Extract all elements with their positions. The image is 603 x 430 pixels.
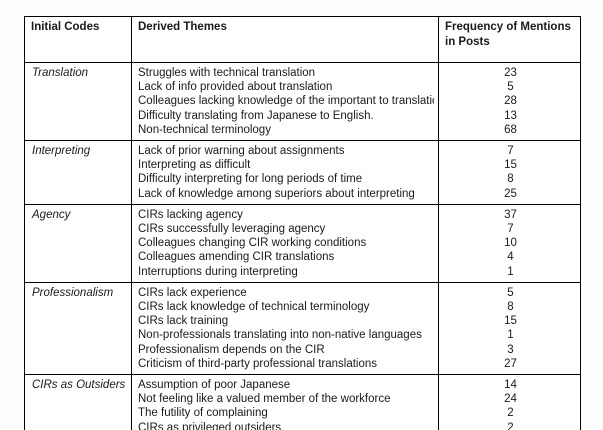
header-row: Initial Codes Derived Themes Frequency o…: [24, 16, 581, 63]
theme-line: Colleagues lacking knowledge of the impo…: [138, 95, 434, 108]
theme-line: Colleagues amending CIR translations: [138, 251, 335, 264]
themes-cell: Lack of prior warning about assignments …: [131, 140, 439, 205]
frequency-value: 1: [507, 329, 514, 342]
frequency-value: 13: [504, 109, 517, 122]
theme-line: Interruptions during interpreting: [138, 265, 298, 278]
section-row-cirs-as-outsiders: CIRs as Outsiders Assumption of poor Jap…: [24, 374, 581, 430]
frequency-value: 23: [504, 67, 517, 79]
header-derived-themes: Derived Themes: [131, 16, 439, 63]
frequency-value: 15: [504, 159, 517, 172]
theme-line: Non-technical terminology: [138, 123, 271, 136]
frequency-value: 8: [507, 173, 514, 186]
theme-line: CIRs lack experience: [138, 286, 247, 299]
section-row-interpreting: Interpreting Lack of prior warning about…: [24, 140, 581, 205]
frequency-value: 8: [507, 301, 514, 314]
section-row-translation: Translation Struggles with technical tra…: [24, 61, 581, 142]
initial-code: Translation: [24, 61, 132, 142]
theme-line: Not feeling like a valued member of the …: [138, 393, 391, 406]
frequency-value: 68: [504, 123, 517, 136]
initial-code: Professionalism: [24, 281, 132, 376]
theme-line: Assumption of poor Japanese: [138, 379, 291, 392]
frequency-value: 7: [507, 223, 514, 236]
frequency-value: 14: [504, 379, 517, 392]
theme-line: The futility of complaining: [138, 407, 268, 420]
theme-line: Criticism of third-party professional tr…: [138, 357, 378, 370]
frequency-cell: 14 24 2 2: [438, 374, 581, 430]
initial-code: CIRs as Outsiders: [24, 374, 132, 430]
section-row-agency: Agency CIRs lacking agency CIRs successf…: [24, 203, 581, 283]
frequency-value: 5: [507, 81, 514, 94]
frequency-value: 15: [504, 315, 517, 328]
theme-line: Difficulty translating from Japanese to …: [138, 109, 374, 122]
frequency-value: 7: [507, 145, 514, 158]
themes-cell: CIRs lack experience CIRs lack knowledge…: [131, 281, 439, 376]
frequency-value: 3: [507, 343, 514, 356]
frequency-value: 10: [504, 237, 517, 250]
header-initial-codes: Initial Codes: [24, 16, 132, 63]
theme-line: Interpreting as difficult: [138, 159, 251, 172]
theme-line: Difficulty interpreting for long periods…: [138, 173, 363, 186]
themes-cell: CIRs lacking agency CIRs successfully le…: [131, 203, 439, 283]
frequency-value: 4: [507, 251, 514, 264]
frequency-value: 27: [504, 357, 517, 370]
frequency-value: 28: [504, 95, 517, 108]
frequency-value: 2: [507, 407, 514, 420]
frequency-cell: 5 8 15 1 3 27: [438, 281, 581, 376]
themes-cell: Assumption of poor Japanese Not feeling …: [131, 374, 439, 430]
section-row-professionalism: Professionalism CIRs lack experience CIR…: [24, 281, 581, 376]
theme-line: Professionalism depends on the CIR: [138, 343, 325, 356]
frequency-cell: 23 5 28 13 68: [438, 61, 581, 142]
theme-line: Non-professionals translating into non-n…: [138, 329, 422, 342]
theme-line: CIRs lack training: [138, 315, 229, 328]
theme-line: CIRs lack knowledge of technical termino…: [138, 301, 370, 314]
frequency-value: 25: [504, 187, 517, 200]
theme-line: Colleagues changing CIR working conditio…: [138, 237, 367, 250]
theme-line: Struggles with technical translation: [138, 67, 316, 79]
theme-line: CIRs successfully leveraging agency: [138, 223, 326, 236]
initial-code: Interpreting: [24, 140, 132, 205]
frequency-value: 1: [507, 265, 514, 278]
theme-line: Lack of prior warning about assignments: [138, 145, 345, 158]
theme-line: Lack of knowledge among superiors about …: [138, 187, 415, 200]
frequency-value: 2: [507, 421, 514, 430]
frequency-cell: 37 7 10 4 1: [438, 203, 581, 283]
theme-line: CIRs as privileged outsiders: [138, 421, 282, 430]
theme-line: Lack of info provided about translation: [138, 81, 333, 94]
frequency-value: 5: [507, 286, 514, 299]
frequency-cell: 7 15 8 25: [438, 140, 581, 205]
frequency-value: 37: [504, 208, 517, 221]
initial-code: Agency: [24, 203, 132, 283]
theme-line: CIRs lacking agency: [138, 208, 243, 221]
frequency-value: 24: [504, 393, 517, 406]
themes-cell: Struggles with technical translation Lac…: [131, 61, 439, 142]
header-frequency: Frequency of Mentions in Posts: [438, 16, 581, 63]
themes-frequency-table: Initial Codes Derived Themes Frequency o…: [24, 16, 581, 430]
